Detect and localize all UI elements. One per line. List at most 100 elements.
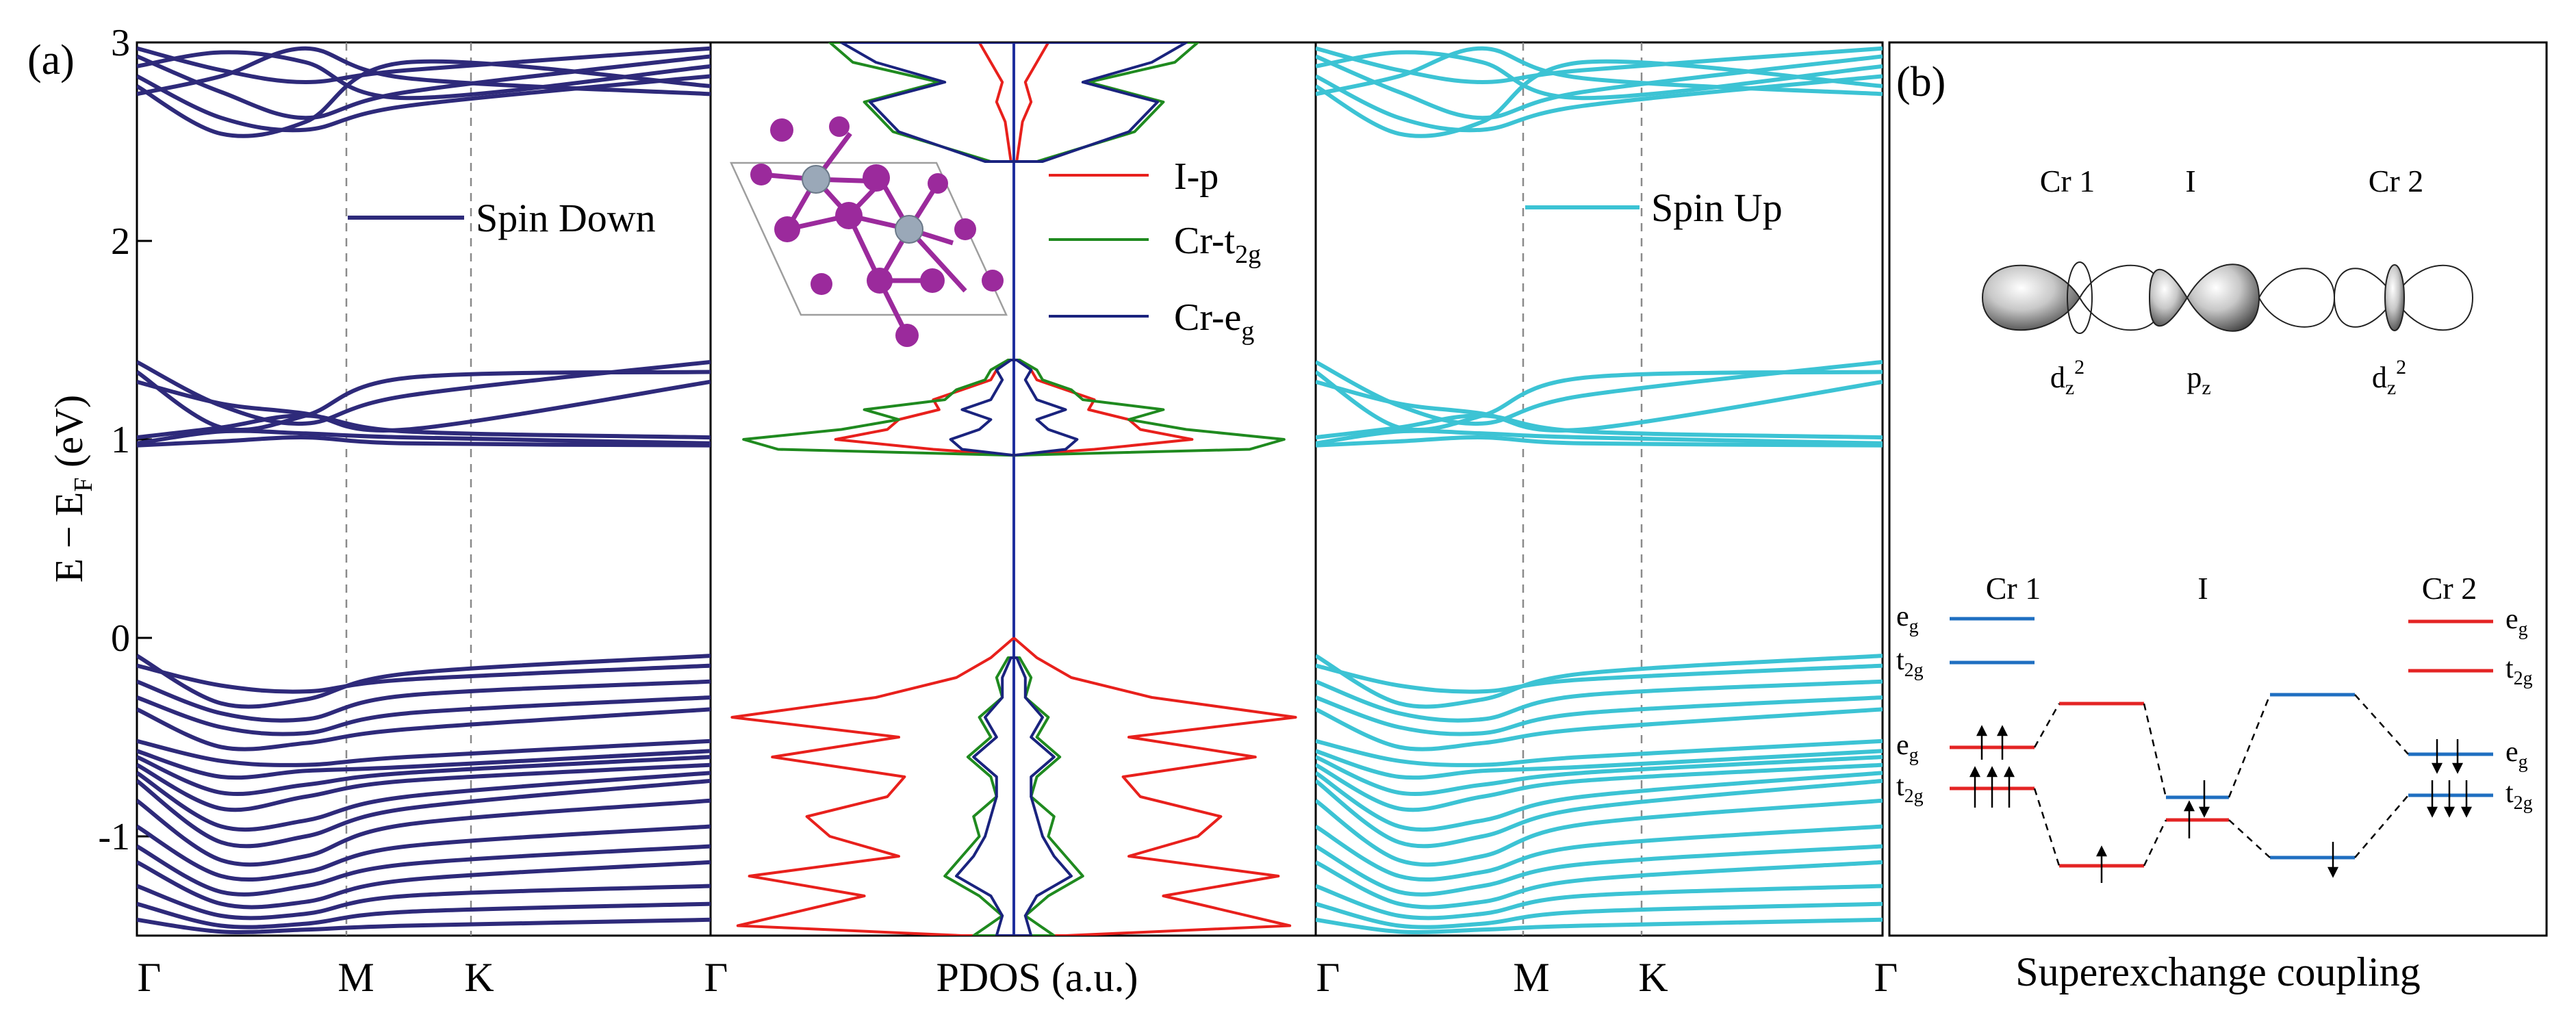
spin-up-band-1 bbox=[1316, 54, 1883, 120]
spin-down-band-4 bbox=[137, 59, 711, 138]
spin-up-band-23 bbox=[1316, 798, 1883, 867]
pdos-cr-eg-right-2 bbox=[1014, 42, 1188, 163]
pdos-cr-eg-right-0 bbox=[1014, 656, 1073, 936]
pdos-i-p-right-0 bbox=[1012, 637, 1297, 936]
spin-up-band-4 bbox=[1316, 59, 1883, 138]
orbital-lobes bbox=[1981, 261, 2474, 334]
pz-left-fill bbox=[2148, 268, 2189, 327]
spin-down-band-15 bbox=[137, 695, 711, 736]
pdos-cr-t2g-left-2 bbox=[828, 42, 1014, 163]
atom-I bbox=[867, 268, 893, 294]
atom-I bbox=[770, 118, 793, 142]
atom-I bbox=[750, 164, 772, 185]
cr1-t2g-electrons bbox=[1969, 766, 2015, 808]
spin-down-band-24 bbox=[137, 824, 711, 882]
pdos-cr-t2g-right-2 bbox=[1014, 42, 1199, 163]
atom-I bbox=[829, 116, 850, 137]
legend-eg-label: Cr-eg bbox=[1174, 296, 1254, 346]
spin-down-band-25 bbox=[137, 844, 711, 897]
spin-up-band-19 bbox=[1316, 755, 1883, 797]
label-cr2-t2g-up: t2g bbox=[2505, 653, 2533, 689]
panel-b-frame bbox=[1888, 41, 2548, 937]
pdos-xlabel: PDOS (a.u.) bbox=[936, 955, 1138, 1000]
spin-down-band-5 bbox=[137, 46, 711, 97]
label-cr1-eg: eg bbox=[1896, 730, 1919, 766]
panel-a-frame bbox=[136, 41, 1884, 937]
xtick-gamma-2: Γ bbox=[704, 955, 728, 1000]
spin-down-band-28 bbox=[137, 901, 711, 929]
orbital-label-cr2: Cr 2 bbox=[2369, 164, 2424, 198]
atom-I bbox=[954, 218, 976, 240]
label-cr1-eg-up: eg bbox=[1896, 601, 1919, 637]
spin-up-band-28 bbox=[1316, 901, 1883, 929]
spin-down-band-1 bbox=[137, 54, 711, 120]
legend-ip-label: I-p bbox=[1174, 155, 1219, 198]
label-cr1-t2g-up: t2g bbox=[1896, 645, 1924, 681]
spin-down-band-0 bbox=[137, 46, 711, 84]
pdos-cr-t2g-left-0 bbox=[943, 656, 1014, 936]
label-cr2-t2g: t2g bbox=[2505, 778, 2533, 814]
spin-down-band-3 bbox=[137, 74, 711, 133]
dz2-right-torus bbox=[2384, 264, 2405, 331]
spin-down-bands bbox=[137, 46, 711, 934]
spin-up-band-26 bbox=[1316, 860, 1883, 910]
xtick-K-1: K bbox=[464, 955, 494, 1000]
y-tick-labels: 3 2 1 0 -1 bbox=[98, 22, 130, 858]
pdos-cr-t2g-right-1 bbox=[1013, 359, 1286, 457]
dz2-right-lobe-right bbox=[2393, 264, 2474, 331]
spin-up-band-5 bbox=[1316, 46, 1883, 97]
atom-I bbox=[863, 164, 890, 192]
panel-b-caption: Superexchange coupling bbox=[2015, 949, 2420, 994]
ytick-1: 1 bbox=[111, 419, 130, 461]
pdos-cr-eg-left-1 bbox=[949, 359, 1015, 457]
xtick-gamma-4: Γ bbox=[1874, 955, 1898, 1000]
bond-left-electron bbox=[2095, 845, 2108, 883]
pdos-i-p-right-2 bbox=[1014, 42, 1050, 163]
xtick-M-2: M bbox=[1513, 955, 1549, 1000]
spin-up-band-17 bbox=[1316, 738, 1883, 767]
orbital-names: dz2 pz dz2 bbox=[2050, 356, 2406, 399]
spin-down-band-10 bbox=[137, 428, 711, 446]
ytick-0: 0 bbox=[111, 617, 130, 660]
cr2-eg-electrons bbox=[2431, 739, 2464, 774]
cr1-eg-electrons bbox=[1976, 725, 2008, 760]
y-axis-label: E − EF (eV) bbox=[47, 395, 98, 582]
label-cr2-eg-up: eg bbox=[2505, 604, 2528, 640]
spin-down-band-2 bbox=[137, 50, 711, 101]
ytick-2: 2 bbox=[111, 220, 130, 263]
spin-up-band-2 bbox=[1316, 50, 1883, 101]
spin-down-band-23 bbox=[137, 798, 711, 867]
spin-up-band-10 bbox=[1316, 428, 1883, 446]
pdos-cr-t2g-right-0 bbox=[1014, 656, 1084, 936]
spin-down-band-11 bbox=[137, 435, 711, 448]
energy-levels bbox=[1950, 617, 2493, 868]
spin-down-band-18 bbox=[137, 749, 711, 780]
iodine-electrons bbox=[2183, 780, 2210, 838]
spin-up-band-16 bbox=[1316, 707, 1883, 751]
iodine-atoms bbox=[750, 116, 1004, 347]
spin-up-band-22 bbox=[1316, 778, 1883, 849]
ytick-3: 3 bbox=[111, 22, 130, 64]
spin-down-band-27 bbox=[137, 884, 711, 921]
pdos-cr-eg-right-1 bbox=[1013, 359, 1079, 457]
orbital-label-cr1: Cr 1 bbox=[2040, 164, 2095, 198]
atom-I bbox=[928, 173, 948, 194]
panel-b-label: (b) bbox=[1896, 59, 1946, 105]
spin-down-band-26 bbox=[137, 860, 711, 910]
spin-up-band-13 bbox=[1316, 663, 1883, 694]
spin-down-band-16 bbox=[137, 707, 711, 751]
orbital-label-i: I bbox=[2185, 164, 2195, 198]
ytick-m1: -1 bbox=[98, 816, 130, 858]
spin-down-band-20 bbox=[137, 762, 711, 812]
legend-spin-up: Spin Up bbox=[1525, 185, 1783, 230]
dz2-right-lobe-left bbox=[2333, 268, 2396, 328]
atom-I bbox=[811, 273, 832, 295]
pdos-i-p-left-0 bbox=[730, 637, 1015, 936]
level-title-i: I bbox=[2197, 571, 2208, 606]
spin-down-band-9 bbox=[137, 413, 711, 440]
xtick-gamma-1: Γ bbox=[138, 955, 162, 1000]
spin-up-band-29 bbox=[1316, 917, 1883, 934]
dz2-left-lobe bbox=[1981, 264, 2081, 331]
spin-down-band-12 bbox=[137, 654, 711, 709]
label-cr2-eg: eg bbox=[2505, 736, 2528, 773]
